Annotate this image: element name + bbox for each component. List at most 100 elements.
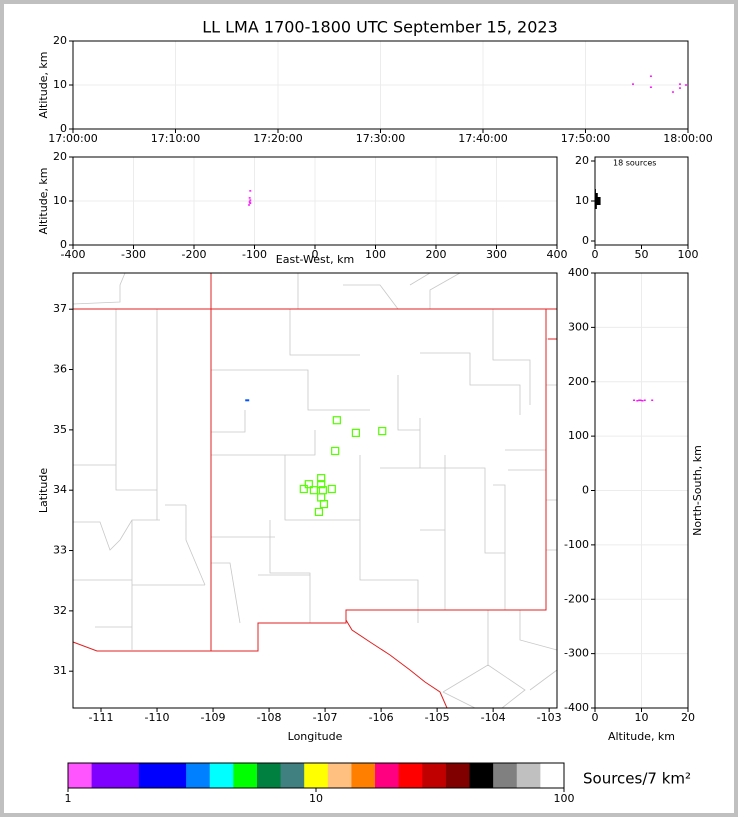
source bbox=[631, 83, 634, 85]
x-tick-label: -104 bbox=[481, 711, 506, 724]
x-tick-label: -100 bbox=[242, 248, 267, 261]
y-tick-label: 33 bbox=[53, 544, 67, 557]
source bbox=[649, 75, 652, 77]
y-tick-label: 100 bbox=[568, 429, 589, 442]
y-axis-label: North-South, km bbox=[691, 445, 704, 536]
source bbox=[248, 197, 251, 199]
x-tick-label: 0 bbox=[312, 248, 319, 261]
x-tick-label: 0 bbox=[592, 248, 599, 261]
x-tick-label: 17:40:00 bbox=[458, 132, 507, 145]
histogram-bar bbox=[595, 205, 597, 209]
x-tick-label: 100 bbox=[554, 792, 575, 805]
title: LL LMA 1700-1800 UTC September 15, 2023 bbox=[202, 18, 558, 37]
y-tick-label: 10 bbox=[575, 194, 589, 207]
source-cell bbox=[317, 480, 326, 489]
source-cell bbox=[299, 484, 308, 494]
source-cell bbox=[319, 499, 329, 509]
source-cell bbox=[332, 416, 341, 425]
colorbar-cell bbox=[516, 763, 541, 788]
x-tick-label: -105 bbox=[425, 711, 450, 724]
colorbar-cell bbox=[115, 763, 140, 788]
colorbar-cell bbox=[445, 763, 471, 788]
histogram-bar bbox=[595, 197, 601, 201]
x-tick-label: -108 bbox=[257, 711, 282, 724]
x-tick-label: -106 bbox=[369, 711, 394, 724]
y-tick-label: 10 bbox=[53, 78, 67, 91]
source-cell bbox=[327, 484, 336, 494]
source-cell bbox=[331, 446, 340, 456]
colorbar-cell bbox=[138, 763, 163, 788]
x-tick-label: -109 bbox=[201, 711, 226, 724]
y-tick-label: 0 bbox=[582, 484, 589, 497]
y-tick-label: 20 bbox=[575, 154, 589, 167]
source bbox=[678, 83, 681, 85]
annotation: 18 sources bbox=[613, 159, 656, 168]
x-tick-label: 400 bbox=[547, 248, 568, 261]
source bbox=[633, 399, 636, 401]
colorbar-cell bbox=[398, 763, 423, 788]
colorbar-cell bbox=[162, 763, 187, 788]
x-tick-label: 10 bbox=[309, 792, 323, 805]
y-axis-label: Latitude bbox=[37, 468, 50, 514]
source bbox=[248, 204, 251, 206]
histogram-bar bbox=[595, 193, 598, 197]
colorbar-cell bbox=[256, 763, 282, 788]
y-tick-label: 31 bbox=[53, 664, 67, 677]
source bbox=[249, 199, 252, 201]
x-axis-label: East-West, km bbox=[276, 253, 354, 266]
y-tick-label: -100 bbox=[564, 538, 589, 551]
x-tick-label: 17:00:00 bbox=[48, 132, 97, 145]
y-tick-label: 300 bbox=[568, 320, 589, 333]
plot-frame bbox=[72, 40, 689, 130]
x-tick-label: -300 bbox=[121, 248, 146, 261]
source bbox=[641, 400, 644, 402]
y-tick-label: 36 bbox=[53, 363, 67, 376]
x-tick-label: 10 bbox=[635, 711, 649, 724]
x-tick-label: 20 bbox=[681, 711, 695, 724]
x-tick-label: -107 bbox=[313, 711, 338, 724]
source bbox=[651, 399, 654, 401]
x-axis-label: Altitude, km bbox=[608, 730, 675, 743]
source bbox=[643, 399, 646, 401]
y-tick-label: 20 bbox=[53, 34, 67, 47]
colorbar-cell bbox=[493, 763, 518, 788]
source bbox=[636, 400, 639, 402]
x-tick-label: 200 bbox=[426, 248, 447, 261]
y-tick-label: 400 bbox=[568, 266, 589, 279]
colorbar-cell bbox=[540, 763, 565, 788]
plot-frame bbox=[72, 156, 558, 246]
y-tick-label: 0 bbox=[582, 234, 589, 247]
dense-cell bbox=[245, 399, 250, 402]
colorbar-label: Sources/7 km² bbox=[583, 770, 691, 788]
x-tick-label: -103 bbox=[537, 711, 562, 724]
x-axis-label: Longitude bbox=[288, 730, 343, 743]
colorbar-cell bbox=[233, 763, 258, 788]
x-tick-label: 17:10:00 bbox=[151, 132, 200, 145]
y-tick-label: -200 bbox=[564, 592, 589, 605]
plot-frame bbox=[594, 272, 689, 709]
colorbar-cell bbox=[186, 763, 211, 788]
y-tick-label: 32 bbox=[53, 604, 67, 617]
x-tick-label: -400 bbox=[61, 248, 86, 261]
colorbar-cell bbox=[91, 763, 116, 788]
x-tick-label: 0 bbox=[592, 711, 599, 724]
colorbar-cell bbox=[422, 763, 447, 788]
colorbar-cell bbox=[327, 763, 352, 788]
source bbox=[248, 201, 251, 203]
histogram-bar bbox=[595, 201, 601, 205]
plot-frame bbox=[72, 272, 558, 709]
source-cell bbox=[314, 507, 324, 517]
source-cell bbox=[309, 486, 318, 495]
source bbox=[678, 87, 681, 89]
source-cell bbox=[304, 480, 313, 489]
y-tick-label: 10 bbox=[53, 194, 67, 207]
y-tick-label: 34 bbox=[53, 483, 67, 496]
x-tick-label: 50 bbox=[635, 248, 649, 261]
y-tick-label: -400 bbox=[564, 701, 589, 714]
x-tick-label: -110 bbox=[145, 711, 170, 724]
source bbox=[249, 190, 252, 192]
x-tick-label: 1 bbox=[65, 792, 72, 805]
y-tick-label: -300 bbox=[564, 647, 589, 660]
colorbar-cell bbox=[280, 763, 305, 788]
